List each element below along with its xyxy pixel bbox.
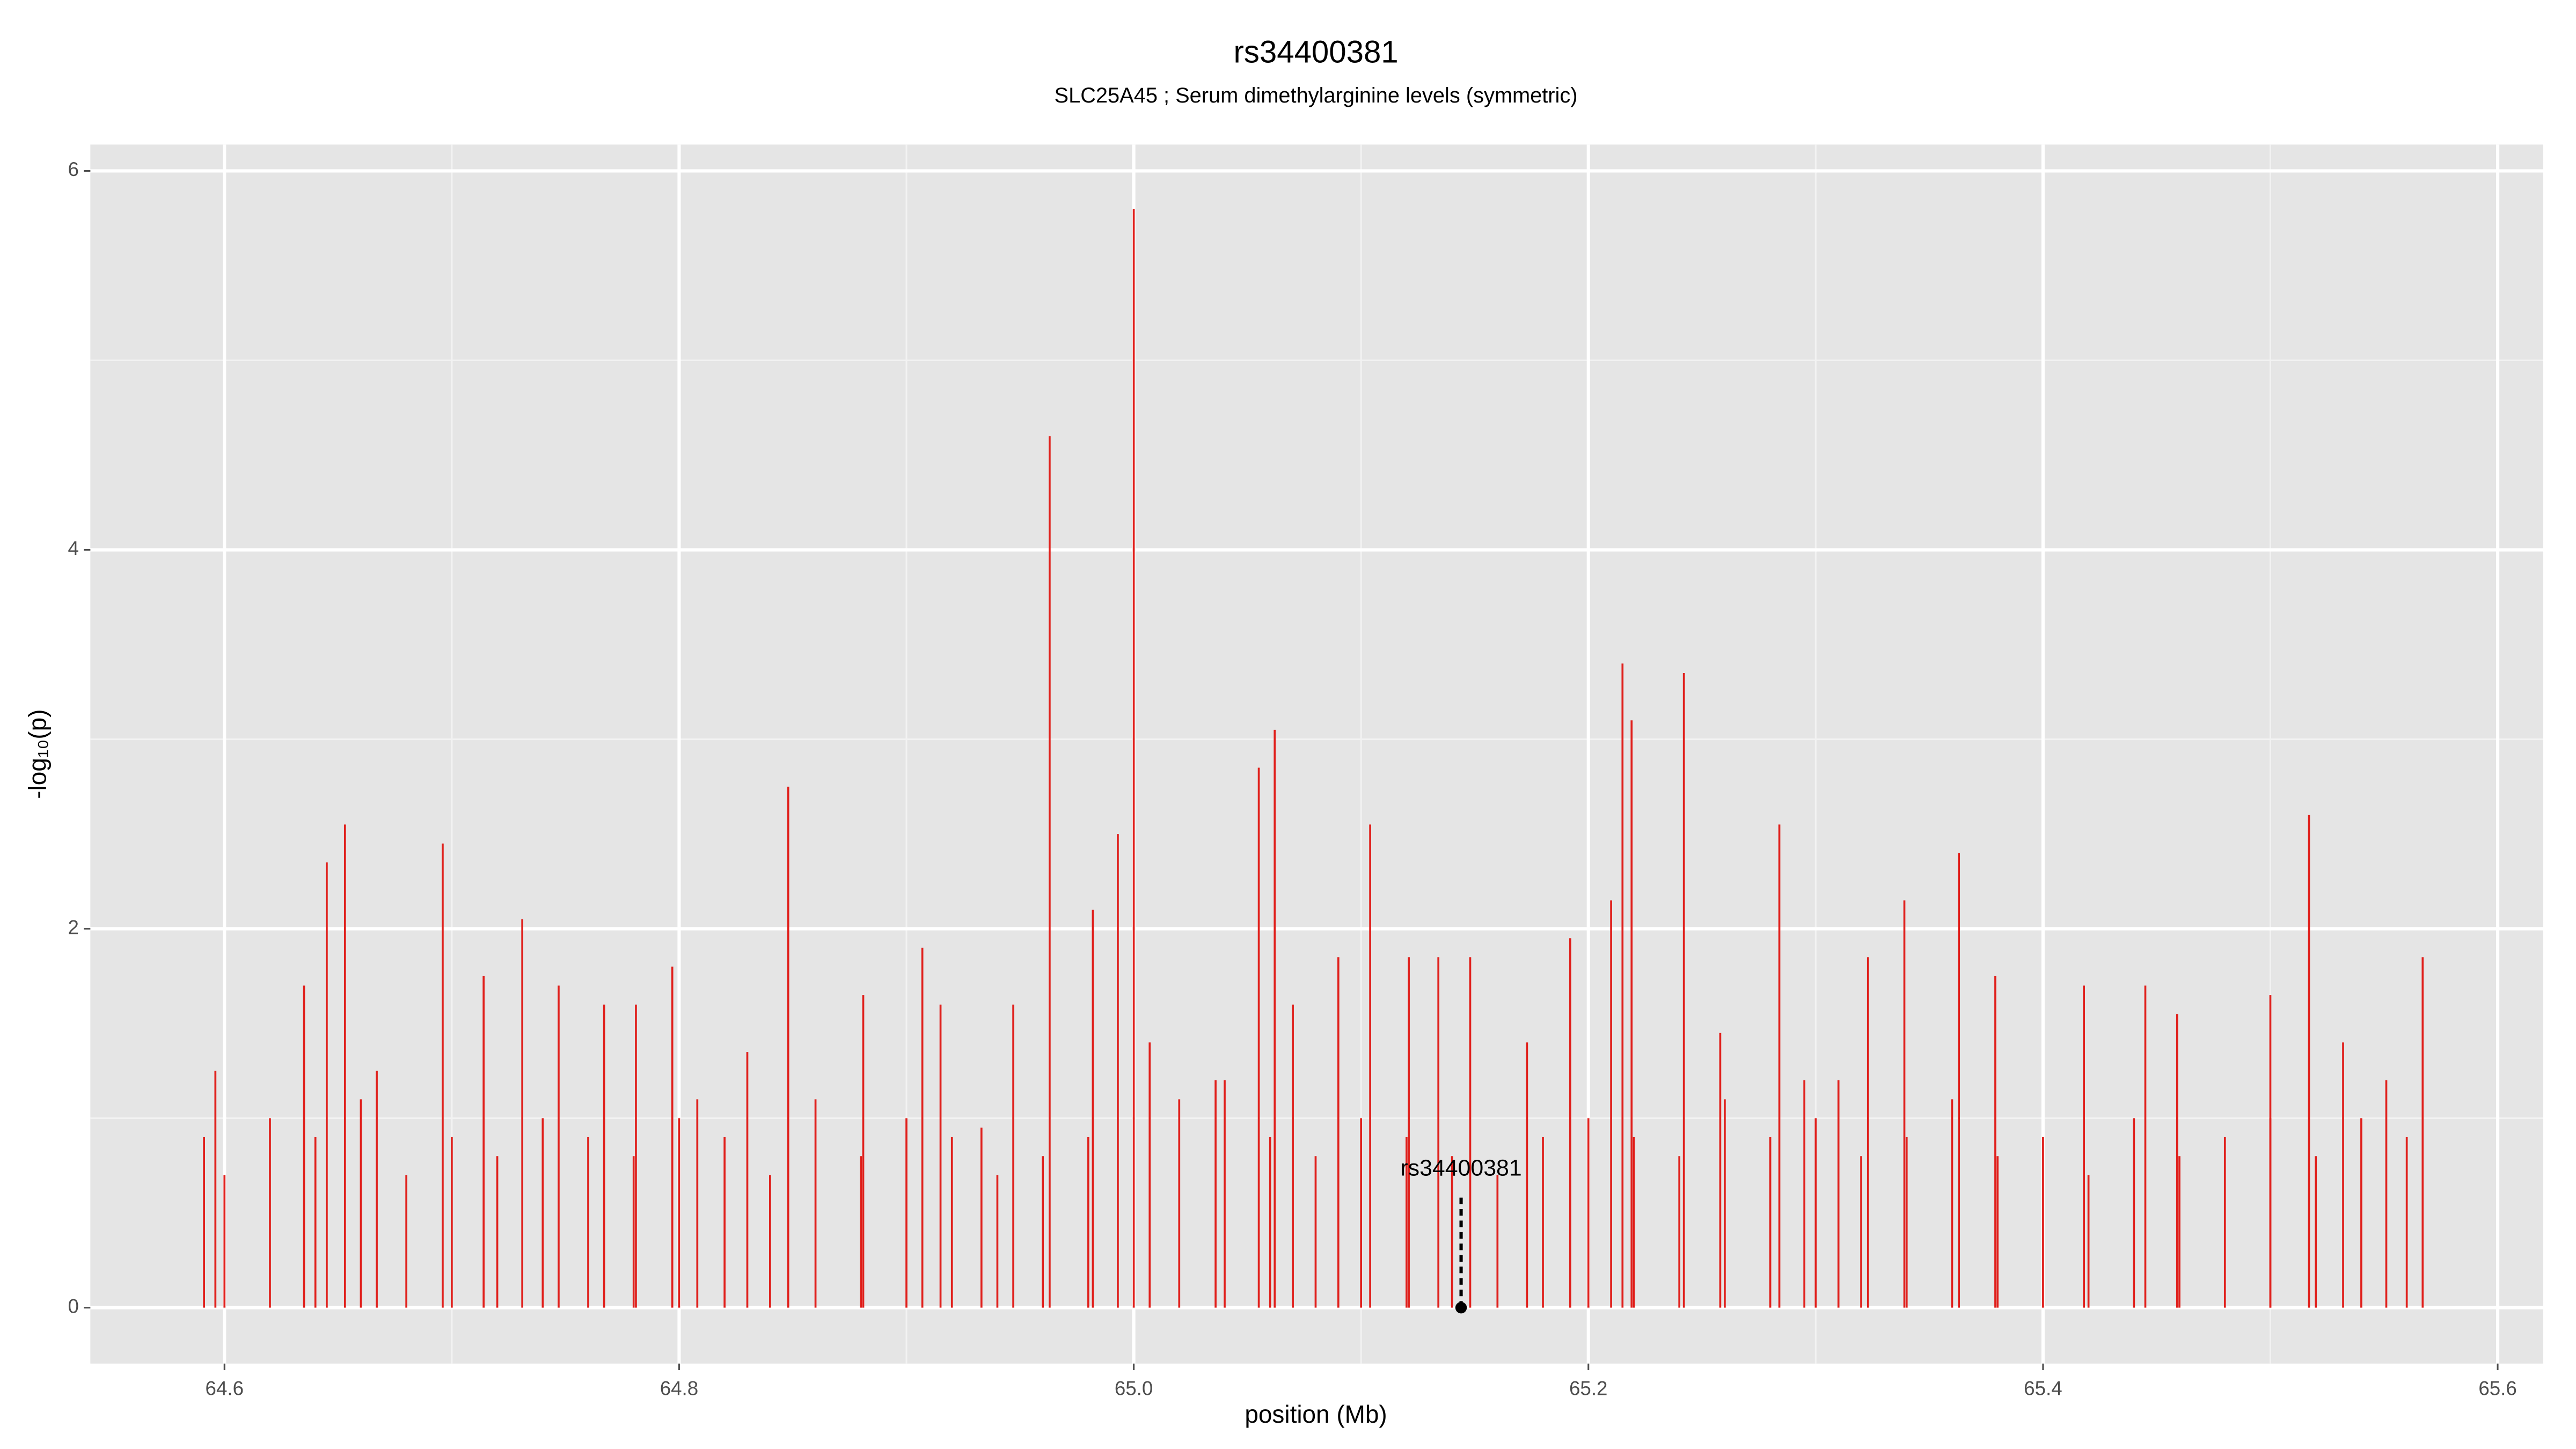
plot-panel [90,144,2543,1364]
highlight-point [1455,1301,1467,1314]
y-tick-label: 2 [68,916,79,938]
chart-subtitle: SLC25A45 ; Serum dimethylarginine levels… [1055,84,1578,107]
highlight-label: rs34400381 [1400,1155,1521,1181]
x-axis-label: position (Mb) [1245,1400,1387,1428]
x-tick-label: 64.8 [660,1377,698,1399]
y-tick-label: 4 [68,537,79,559]
x-tick-label: 65.2 [1569,1377,1607,1399]
x-tick-label: 64.6 [206,1377,244,1399]
chart-title: rs34400381 [1233,34,1398,69]
y-tick-label: 0 [68,1295,79,1317]
x-tick-label: 65.6 [2478,1377,2516,1399]
y-tick-label: 6 [68,158,79,180]
x-tick-label: 65.0 [1115,1377,1153,1399]
y-axis-label: -log₁₀(p) [24,709,52,799]
x-tick-label: 65.4 [2024,1377,2062,1399]
